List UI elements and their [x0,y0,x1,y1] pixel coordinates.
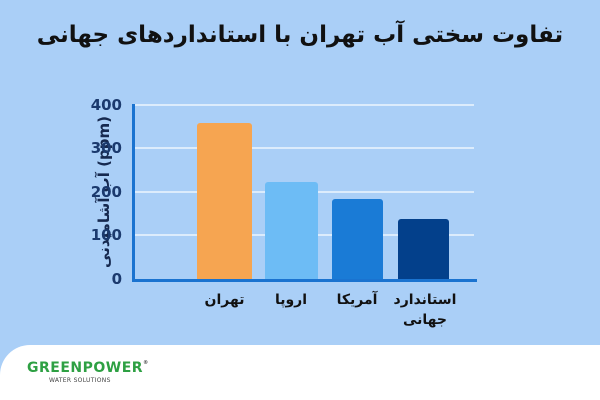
y-tick-400: 400 [90,96,122,114]
chart-title: تفاوت سختی آب تهران با استانداردهای جهان… [36,22,564,48]
x-label-tehran: تهران [204,292,245,308]
x-label-global-standard: استاندارد جهانی [390,290,460,330]
bar-america [332,199,383,280]
bar-europe [265,181,318,280]
gridline-400 [134,104,474,106]
logo-name: GREENPOWER [27,360,144,376]
x-label-america: آمریکا [336,292,378,308]
greenpower-logo: GREENPOWER® WATER SOLUTIONS [27,360,149,384]
y-axis-line [132,104,135,281]
y-tick-200: 200 [90,183,122,201]
bar-tehran [197,122,252,280]
y-tick-300: 300 [90,139,122,157]
registered-mark: ® [143,360,149,366]
y-tick-0: 0 [111,270,122,288]
gridline-300 [134,147,474,149]
x-label-global-line2: جهانی [402,312,447,328]
x-label-global-line1: استاندارد [393,292,457,308]
y-tick-100: 100 [90,226,122,244]
footer-panel [0,345,600,400]
x-label-europe: اروپا [274,292,308,308]
logo-tagline: WATER SOLUTIONS [49,377,111,384]
bar-global-standard [398,218,449,280]
x-axis-line [132,279,477,282]
